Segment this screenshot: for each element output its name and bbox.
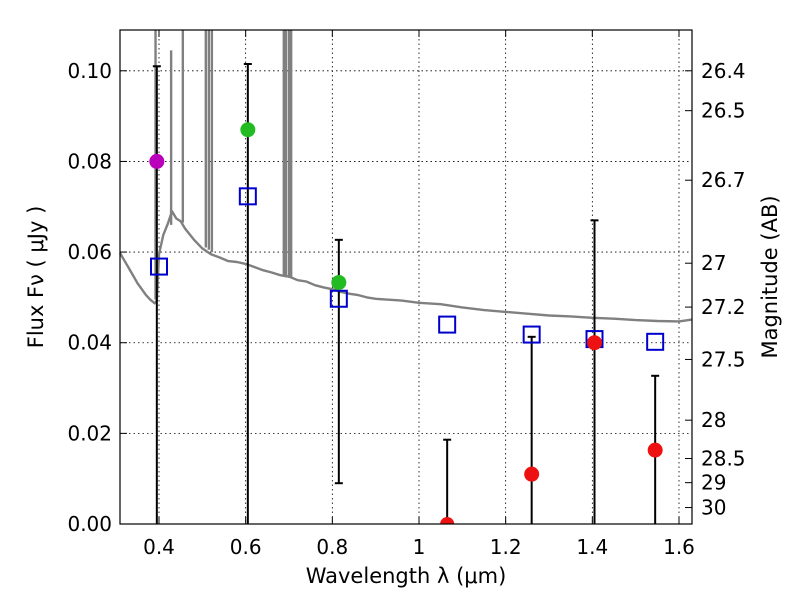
y-tick-label: 0.02 [67, 421, 112, 445]
observed-point [440, 517, 455, 524]
y2-tick-label: 27.2 [701, 295, 746, 319]
model-flux-box [329, 289, 348, 308]
observed-point [240, 122, 256, 138]
observed-errorbars [152, 62, 660, 524]
observed-point [587, 335, 602, 351]
plot-frame [119, 29, 693, 525]
y2-tick-label: 26.4 [701, 59, 746, 83]
x-tick-label: 1.2 [490, 535, 522, 559]
model-flux-box [238, 187, 257, 206]
model-flux-boxes [150, 187, 665, 351]
y2-tick-label: 26.5 [701, 99, 746, 123]
y-axis-label: Flux Fν ( μJy ) [24, 206, 48, 349]
x-tick-label: 1 [413, 535, 426, 559]
observed-point [331, 274, 347, 290]
y-tick-label: 0.04 [67, 331, 112, 355]
observed-point [149, 153, 165, 169]
y-tick-label: 0.06 [67, 240, 112, 264]
y-tick-label: 0.10 [67, 59, 112, 83]
y2-tick-label: 28.5 [701, 446, 746, 470]
observed-point [524, 466, 540, 482]
y2-tick-label: 30 [701, 496, 726, 520]
x-tick-label: 1.6 [663, 535, 695, 559]
y2-axis-label: Magnitude (AB) [758, 195, 782, 358]
x-tick-label: 0.4 [143, 535, 175, 559]
y2-tick-label: 27 [701, 251, 726, 275]
x-tick-label: 0.8 [316, 535, 348, 559]
x-axis-label: Wavelength λ (μm) [306, 564, 507, 588]
model-flux-box [438, 315, 457, 334]
axis-ticks: 0.4 0.6 0.8 1 1.2 1.4 1.6 0.00 0.02 0.04 0.06 0.08 0… [67, 30, 746, 559]
model-flux-box [522, 325, 541, 344]
y2-tick-label: 26.7 [701, 168, 746, 192]
template-sed [118, 30, 693, 323]
y-tick-label: 0.00 [67, 512, 112, 536]
y-tick-label: 0.08 [67, 149, 112, 173]
observed-point [647, 442, 663, 458]
y2-tick-label: 28 [701, 408, 726, 432]
y2-tick-label: 29 [701, 471, 726, 495]
x-tick-label: 0.6 [230, 535, 262, 559]
model-flux-box [646, 332, 665, 351]
y2-tick-label: 27.5 [701, 347, 746, 371]
x-tick-label: 1.4 [576, 535, 608, 559]
model-flux-box [150, 257, 168, 276]
template-sed-line [118, 210, 693, 323]
observed-points [149, 122, 663, 524]
